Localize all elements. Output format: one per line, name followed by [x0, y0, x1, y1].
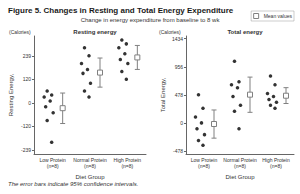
- svg-text:(n=8): (n=8): [234, 163, 246, 169]
- svg-text:(n=8): (n=8): [47, 163, 59, 169]
- svg-text:The error bars indicate 95% co: The error bars indicate 95% confidence i…: [8, 181, 138, 187]
- svg-text:Change in energy expenditure f: Change in energy expenditure from baseli…: [81, 17, 221, 23]
- svg-text:478: 478: [175, 92, 184, 98]
- svg-text:Low Protein: Low Protein: [39, 157, 66, 163]
- svg-text:Resting Energy,: Resting Energy,: [8, 74, 14, 117]
- svg-text:-120: -120: [21, 123, 31, 129]
- svg-text:120: 120: [23, 76, 32, 82]
- svg-text:Resting energy: Resting energy: [73, 29, 117, 35]
- svg-text:Normal Protein: Normal Protein: [223, 157, 257, 163]
- svg-text:(Calories): (Calories): [159, 29, 181, 35]
- svg-text:Total energy: Total energy: [227, 29, 263, 35]
- svg-text:Total Energy,: Total Energy,: [160, 77, 166, 112]
- svg-text:Diet Group: Diet Group: [225, 174, 255, 180]
- svg-text:High Protein: High Protein: [262, 157, 290, 163]
- svg-text:239: 239: [23, 53, 32, 59]
- svg-text:0: 0: [180, 120, 183, 126]
- svg-text:956: 956: [175, 64, 184, 70]
- svg-text:Normal Protein: Normal Protein: [73, 157, 107, 163]
- svg-text:(n=8): (n=8): [84, 163, 96, 169]
- svg-text:Mean values: Mean values: [264, 13, 293, 19]
- svg-text:(n=8): (n=8): [121, 163, 133, 169]
- svg-text:Diet Group: Diet Group: [75, 174, 105, 180]
- svg-text:(n=8): (n=8): [198, 163, 210, 169]
- svg-text:-239: -239: [21, 147, 31, 153]
- svg-text:(Calories): (Calories): [9, 29, 31, 35]
- svg-text:Figure 5. Changes in Resting a: Figure 5. Changes in Resting and Total E…: [8, 6, 234, 15]
- svg-text:High Protein: High Protein: [113, 157, 142, 163]
- svg-text:0: 0: [28, 100, 31, 106]
- svg-text:Low Protein: Low Protein: [190, 157, 218, 163]
- svg-text:-478: -478: [173, 148, 183, 154]
- svg-text:1434: 1434: [172, 36, 183, 42]
- svg-text:(n=8): (n=8): [270, 163, 282, 169]
